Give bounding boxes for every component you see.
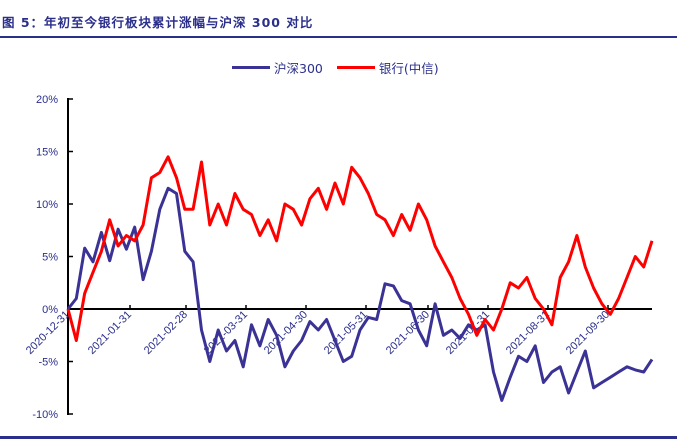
y-tick-label: 5%: [42, 252, 58, 264]
y-axis: -10% -5% 0% 5% 10% 15% 20%: [32, 94, 73, 421]
x-tick-label: 2021-06-30: [384, 309, 432, 357]
figure-title: 图 5：年初至今银行板块累计涨幅与沪深 300 对比: [2, 15, 314, 30]
x-tick-label: 2021-04-30: [262, 309, 310, 357]
legend-swatch-hs300: [232, 65, 270, 69]
bottom-divider: [0, 436, 677, 439]
figure-title-bar: 图 5：年初至今银行板块累计涨幅与沪深 300 对比: [0, 0, 677, 38]
y-tick-label: 0%: [42, 304, 58, 316]
x-tick-label: 2021-01-31: [86, 309, 134, 357]
y-tick-label: 20%: [36, 94, 58, 106]
plot-lines: [66, 155, 654, 402]
x-tick-label: 2021-02-28: [142, 309, 190, 357]
y-tick-label: -5%: [38, 357, 58, 369]
x-tick-label: 2021-09-30: [564, 309, 612, 357]
y-tick-label: -10%: [32, 409, 58, 421]
legend-label-hs300: 沪深300: [274, 60, 323, 76]
legend-item-hs300: 沪深300: [232, 58, 323, 77]
legend-swatch-bank: [336, 65, 375, 69]
legend-item-bank: 银行(中信): [336, 58, 439, 77]
hs300-line: [66, 186, 654, 402]
x-tick-label: 2021-08-31: [504, 309, 552, 357]
y-tick-label: 10%: [36, 199, 58, 211]
chart-legend: 沪深300 银行(中信): [232, 58, 453, 76]
title-divider: [0, 36, 677, 38]
x-tick-label: 2021-05-31: [322, 309, 370, 357]
legend-label-bank: 银行(中信): [378, 60, 439, 76]
y-tick-label: 15%: [36, 147, 58, 159]
bank-line: [66, 155, 654, 342]
